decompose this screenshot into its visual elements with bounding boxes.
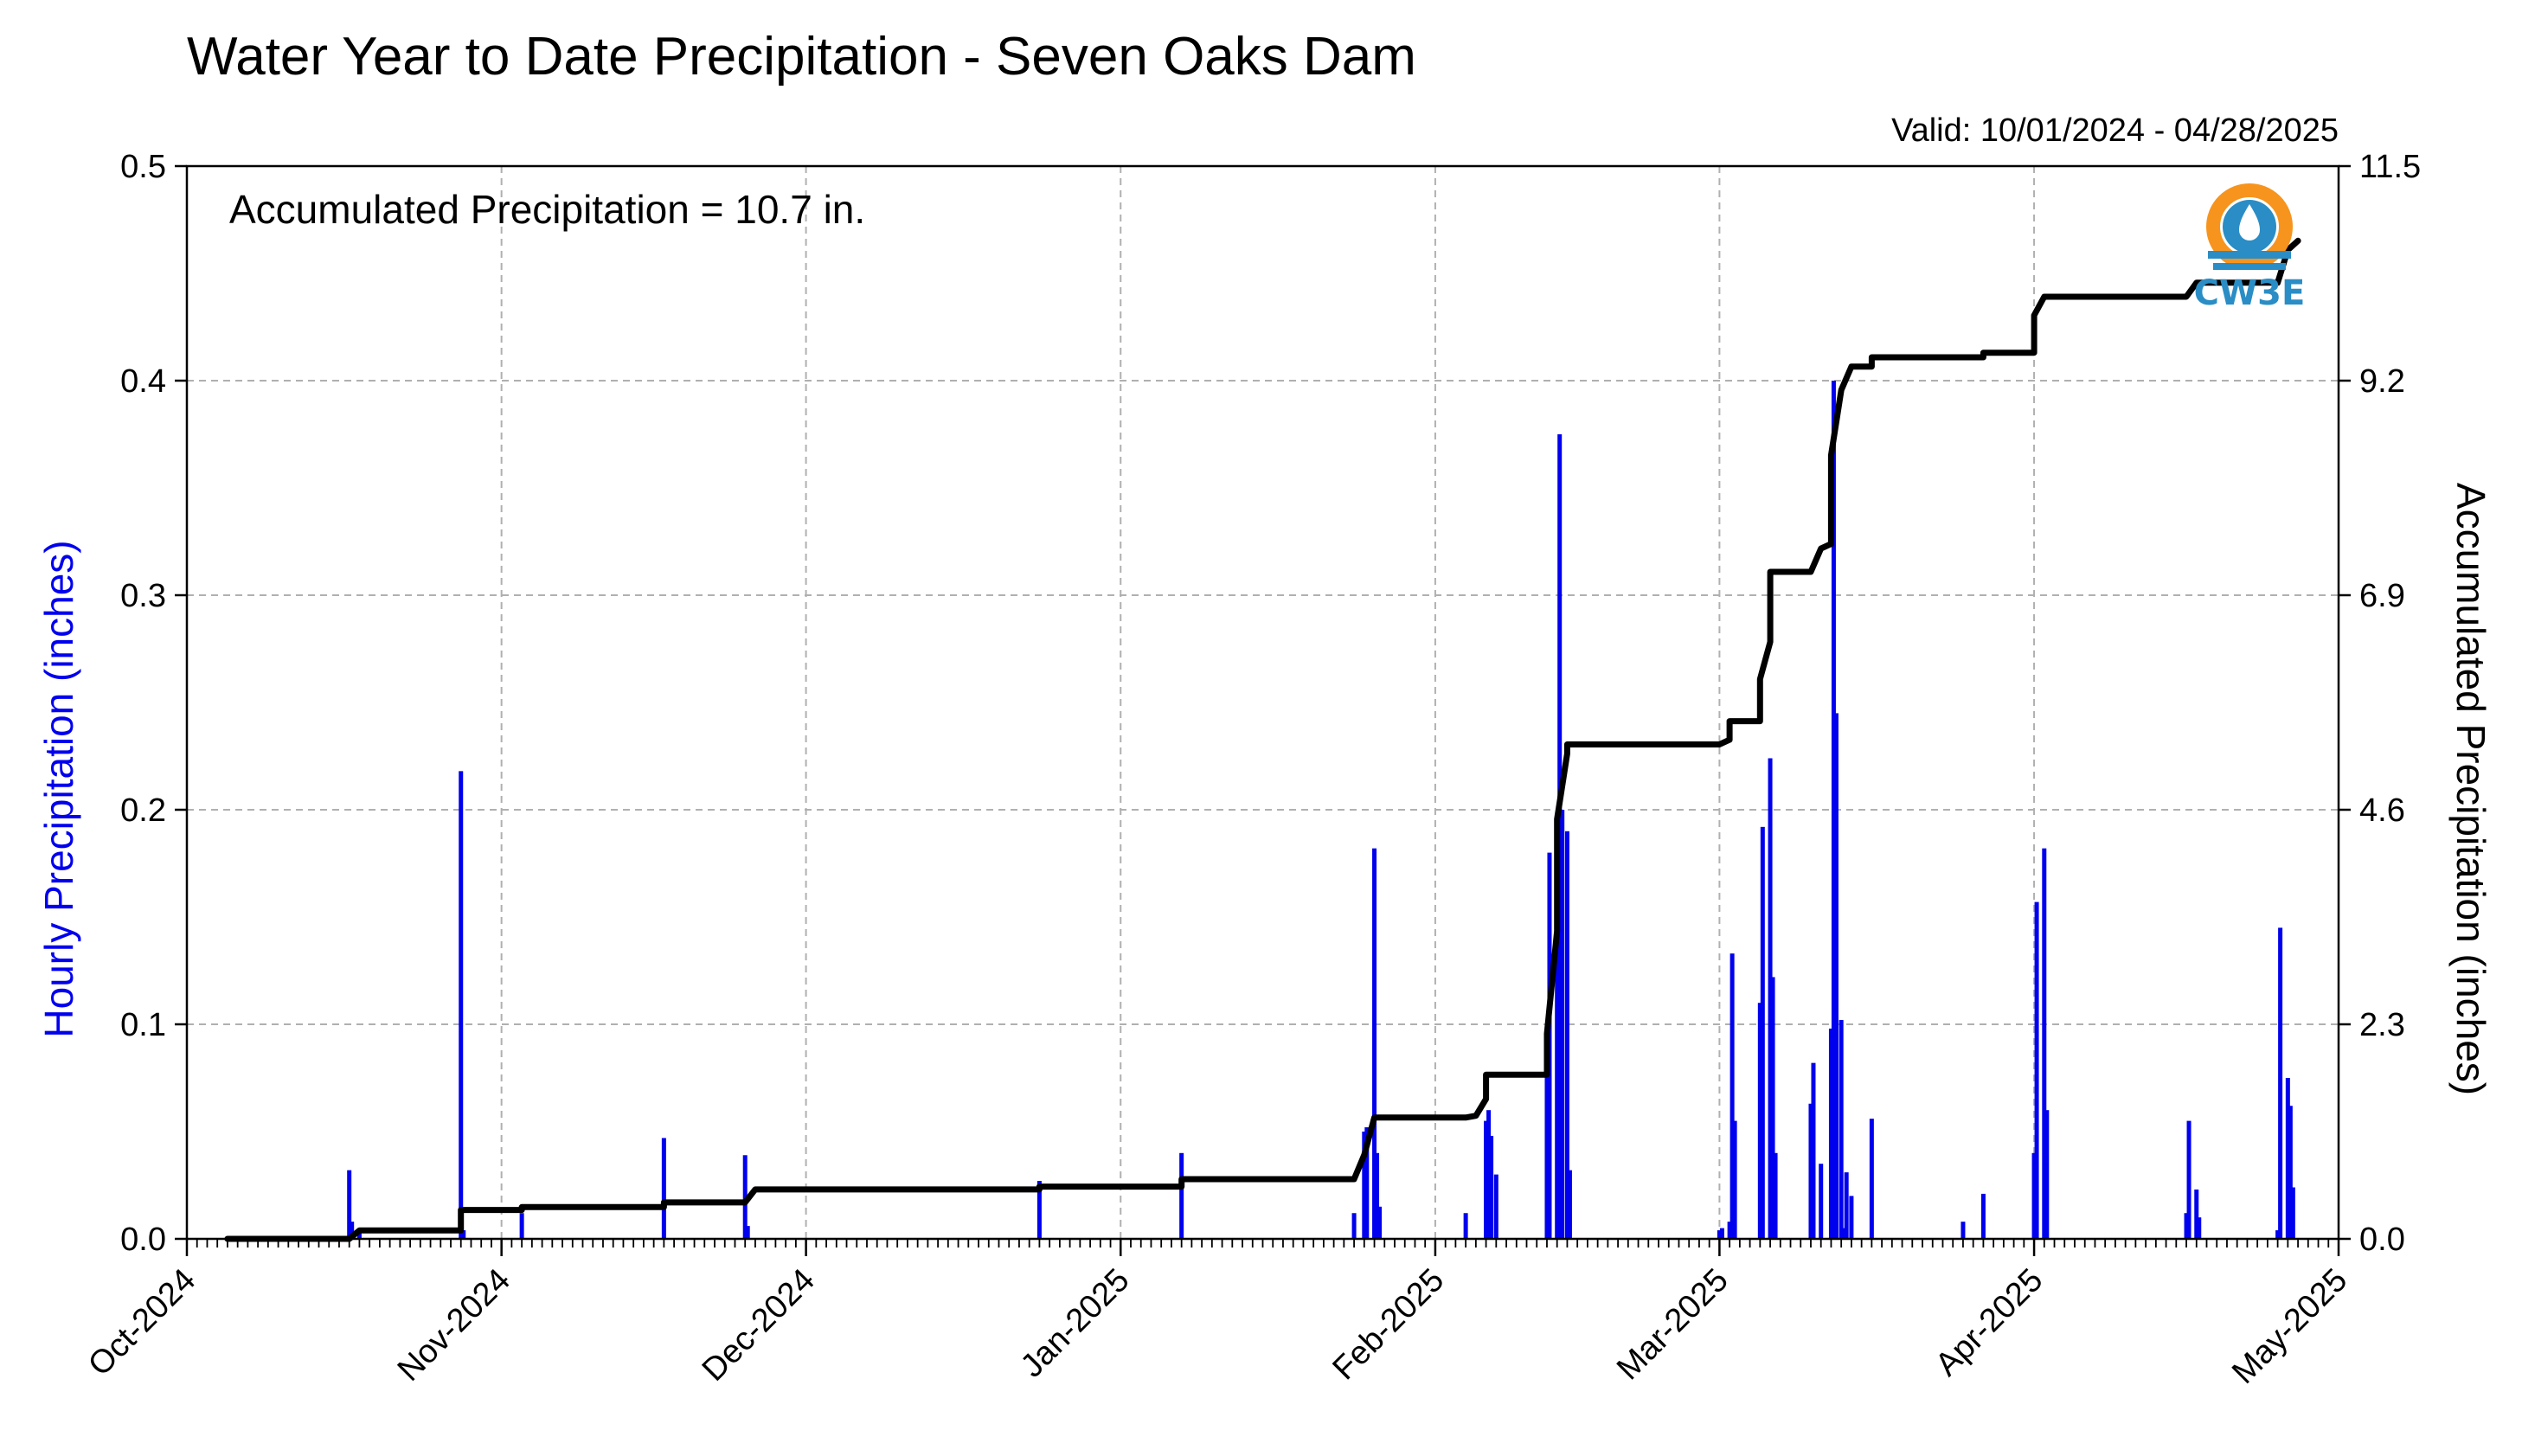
hourly-bar xyxy=(1489,1135,1494,1239)
hourly-bar xyxy=(1544,1056,1550,1239)
hourly-bar xyxy=(1828,1028,1833,1239)
hourly-bar xyxy=(2285,1078,2290,1239)
x-tick-label: Nov-2024 xyxy=(391,1262,517,1389)
y-tick-label-left: 0.3 xyxy=(120,578,166,614)
y-tick-label-right: 0.0 xyxy=(2359,1222,2405,1258)
hourly-bar xyxy=(2184,1213,2189,1239)
y-tick-label-left: 0.1 xyxy=(120,1007,166,1043)
logo-wave-1 xyxy=(2208,251,2291,259)
x-tick-label: Mar-2025 xyxy=(1610,1262,1736,1388)
hourly-bar xyxy=(1960,1222,1966,1239)
hourly-bar xyxy=(1377,1206,1383,1239)
hourly-bar xyxy=(1375,1152,1380,1239)
y-tick-label-left: 0.5 xyxy=(120,149,166,185)
hourly-bar xyxy=(1844,1172,1849,1239)
hourly-bar xyxy=(2275,1230,2281,1239)
hourly-bar xyxy=(1768,758,1773,1239)
hourly-bar xyxy=(1833,713,1839,1239)
hourly-bar xyxy=(1717,1230,1722,1239)
hourly-bar xyxy=(1719,1228,1724,1239)
hourly-bar xyxy=(1732,1120,1737,1239)
hourly-bar xyxy=(519,1213,524,1239)
x-tick-label: Feb-2025 xyxy=(1326,1262,1452,1388)
hourly-bar xyxy=(1808,1103,1813,1239)
y-axis-label-left: Hourly Precipitation (inches) xyxy=(36,540,81,1037)
x-tick-label: Oct-2024 xyxy=(81,1262,202,1383)
hourly-bar xyxy=(1362,1132,1367,1239)
chart-title: Water Year to Date Precipitation - Seven… xyxy=(187,27,1416,87)
hourly-bar xyxy=(1372,848,1377,1239)
hourly-bar xyxy=(350,1222,355,1239)
axis-ticks: 0.0 0.1 0.2 0.3 0.4 0.5 0.0 2.3 4.6 6.9 9.2 11.5 Oct… xyxy=(81,149,2421,1391)
hourly-bar xyxy=(1484,1120,1489,1239)
hourly-bar xyxy=(1839,1020,1844,1239)
hourly-bar xyxy=(1980,1193,1986,1239)
hourly-bar xyxy=(1757,1003,1762,1239)
y-tick-label-right: 6.9 xyxy=(2359,578,2405,614)
hourly-bar xyxy=(2044,1110,2050,1239)
logo-text: CW3E xyxy=(2194,273,2306,313)
hourly-bar xyxy=(1869,1119,1874,1239)
hourly-bar xyxy=(745,1226,750,1239)
hourly-bar xyxy=(1486,1110,1492,1239)
x-tick-label: May-2025 xyxy=(2225,1262,2354,1391)
hourly-bar xyxy=(1841,1228,1846,1239)
hourly-bar xyxy=(459,771,464,1239)
y-tick-label-right: 11.5 xyxy=(2359,149,2421,185)
water-drop-icon xyxy=(2239,204,2260,241)
hourly-bar xyxy=(2278,927,2283,1239)
hourly-bar xyxy=(1555,917,1560,1239)
y-tick-label-right: 2.3 xyxy=(2359,1007,2405,1043)
y-axis-label-right: Accumulated Precipitation (inches) xyxy=(2448,483,2493,1095)
x-tick-label: Jan-2025 xyxy=(1014,1262,1137,1385)
y-tick-label-right: 9.2 xyxy=(2359,363,2405,400)
y-tick-label-right: 4.6 xyxy=(2359,792,2405,829)
hourly-bar xyxy=(1564,831,1569,1239)
hourly-bar xyxy=(742,1155,748,1239)
hourly-bar xyxy=(1036,1181,1042,1239)
hourly-bar xyxy=(347,1170,352,1239)
hourly-bar xyxy=(1760,826,1765,1239)
chart-valid-range: Valid: 10/01/2024 - 04/28/2025 xyxy=(1891,112,2339,149)
y-tick-label-left: 0.0 xyxy=(120,1222,166,1258)
hourly-bar xyxy=(1560,810,1565,1239)
hourly-bar xyxy=(2186,1120,2192,1239)
y-tick-label-left: 0.4 xyxy=(120,363,166,400)
logo-wave-2 xyxy=(2213,263,2286,270)
hourly-bar xyxy=(1811,1062,1816,1239)
y-tick-label-left: 0.2 xyxy=(120,792,166,829)
hourly-bar xyxy=(2034,901,2039,1239)
hourly-bar xyxy=(1567,1170,1572,1239)
hourly-bar xyxy=(1849,1196,1854,1239)
hourly-bar xyxy=(2290,1187,2295,1239)
hourly-bar xyxy=(2031,1152,2037,1239)
plot-frame xyxy=(185,164,2340,1241)
hourly-bar xyxy=(2194,1189,2199,1239)
x-tick-label: Apr-2025 xyxy=(1928,1262,2050,1383)
hourly-bar xyxy=(2042,848,2047,1239)
hourly-bar xyxy=(1819,1164,1824,1239)
accumulated-annotation: Accumulated Precipitation = 10.7 in. xyxy=(229,187,865,232)
plot-border xyxy=(185,164,2340,1241)
accumulated-precip-line xyxy=(224,237,2301,1242)
x-tick-label: Dec-2024 xyxy=(696,1262,822,1389)
hourly-bar xyxy=(661,1138,666,1239)
hourly-bar xyxy=(1493,1174,1498,1239)
hourly-bar xyxy=(1727,1222,1732,1239)
hourly-bar xyxy=(2288,1106,2293,1239)
hourly-bar xyxy=(1364,1127,1370,1239)
hourly-bar xyxy=(2197,1217,2202,1239)
hourly-bar xyxy=(1179,1152,1184,1239)
hourly-bar xyxy=(1770,977,1775,1239)
hourly-bar xyxy=(1729,953,1735,1239)
grid-lines xyxy=(187,166,2339,1239)
hourly-bar xyxy=(1463,1213,1468,1239)
hourly-bar xyxy=(461,1230,466,1239)
hourly-bar xyxy=(1351,1213,1357,1239)
hourly-bar xyxy=(1773,1152,1778,1239)
hourly-bar xyxy=(356,1230,362,1239)
cw3e-logo: CW3E xyxy=(2194,183,2306,313)
hourly-bar xyxy=(1831,381,1836,1239)
